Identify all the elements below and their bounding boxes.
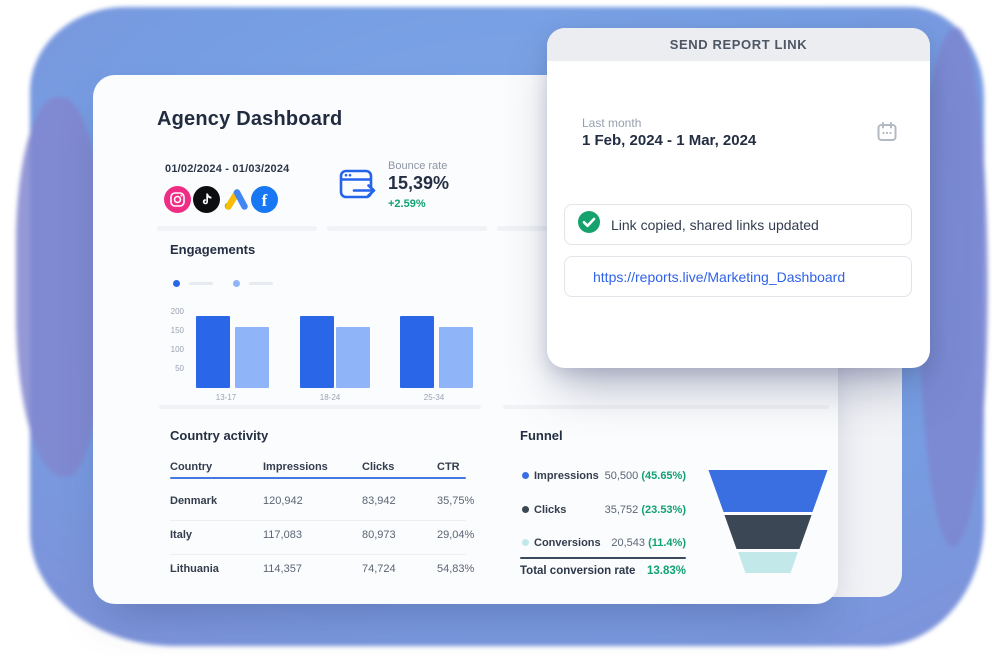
y-axis-tick: 150 — [170, 326, 184, 335]
x-axis-label: 25-34 — [423, 393, 445, 402]
cell-clicks: 83,942 — [362, 495, 396, 507]
impressions-dot — [522, 472, 529, 479]
funnel-segment-conversions — [738, 552, 798, 573]
bar-group2-series2 — [336, 327, 370, 388]
section-edge-strip — [503, 405, 829, 409]
legend-dot-series2 — [233, 280, 240, 287]
total-conversion-value: 13.83% — [646, 565, 686, 577]
conversions-label: Conversions — [534, 537, 601, 549]
tile-edge-strip — [327, 226, 487, 231]
funnel-chart — [703, 470, 833, 573]
platform-icons-row: f — [164, 186, 279, 213]
tiktok-icon[interactable] — [193, 186, 220, 213]
clicks-dot — [522, 506, 529, 513]
bounce-rate-value: 15,39% — [388, 173, 450, 193]
total-conversion-label: Total conversion rate — [520, 565, 636, 577]
table-header-underline — [170, 477, 466, 479]
bounce-rate-label: Bounce rate — [388, 160, 448, 172]
bar-group3-series2 — [439, 327, 473, 388]
engagements-legend — [173, 280, 273, 287]
clicks-label: Clicks — [534, 504, 567, 516]
funnel-title: Funnel — [520, 428, 563, 443]
period-label: Last month — [582, 116, 642, 130]
cell-clicks: 80,973 — [362, 529, 396, 541]
y-axis-tick: 50 — [175, 364, 184, 373]
table-row-separator — [170, 520, 466, 521]
success-check-icon — [577, 210, 601, 239]
share-url-field[interactable]: https://reports.live/Marketing_Dashboard — [564, 256, 912, 297]
total-separator-line — [520, 557, 686, 559]
conversions-value: 20,543 — [611, 537, 646, 549]
facebook-f-glyph: f — [261, 191, 268, 210]
modal-header: SEND REPORT LINK — [547, 28, 930, 61]
engagements-bar-chart — [190, 312, 484, 388]
google-ads-icon[interactable] — [222, 186, 249, 213]
x-axis-label: 18-24 — [319, 393, 341, 402]
legend-placeholder-line — [249, 282, 273, 285]
share-url-link[interactable]: https://reports.live/Marketing_Dashboard — [593, 268, 846, 285]
cell-ctr: 35,75% — [437, 495, 475, 507]
legend-placeholder-line — [189, 282, 213, 285]
table-row-separator — [170, 554, 466, 555]
section-edge-strip — [159, 405, 481, 409]
link-copied-alert: Link copied, shared links updated — [564, 204, 912, 245]
cell-country: Italy — [170, 529, 193, 541]
legend-dot-series1 — [173, 280, 180, 287]
x-axis-label: 13-17 — [215, 393, 237, 402]
date-range-label: 01/02/2024 - 01/03/2024 — [165, 163, 290, 175]
cell-country: Denmark — [170, 495, 218, 507]
clicks-value: 35,752 — [604, 504, 639, 516]
bar-group2-series1 — [300, 316, 334, 388]
impressions-value: 50,500 — [604, 470, 639, 482]
calendar-icon[interactable] — [873, 118, 901, 146]
funnel-segment-impressions — [708, 470, 828, 512]
send-report-link-modal: SEND REPORT LINK Last month 1 Feb, 2024 … — [547, 28, 930, 368]
page-title: Agency Dashboard — [157, 108, 343, 130]
clicks-percent: (23.53%) — [641, 504, 686, 516]
period-value: 1 Feb, 2024 - 1 Mar, 2024 — [582, 132, 757, 149]
bar-group3-series1 — [400, 316, 434, 388]
country-activity-title: Country activity — [170, 428, 269, 443]
conversions-percent: (11.4%) — [648, 537, 686, 549]
tile-edge-strip — [157, 226, 317, 231]
impressions-label: Impressions — [534, 470, 599, 482]
cell-impressions: 120,942 — [263, 495, 303, 507]
cell-impressions: 117,083 — [263, 529, 302, 541]
cell-country: Lithuania — [170, 563, 219, 575]
engagements-title: Engagements — [170, 242, 256, 257]
cell-impressions: 114,357 — [263, 563, 302, 575]
bar-group1-series2 — [235, 327, 269, 388]
impressions-percent: (45.65%) — [641, 470, 686, 482]
cell-ctr: 29,04% — [437, 529, 475, 541]
alert-message: Link copied, shared links updated — [611, 216, 819, 233]
col-header-clicks: Clicks — [362, 461, 395, 473]
cell-ctr: 54,83% — [437, 563, 475, 575]
conversions-dot — [522, 539, 529, 546]
y-axis-tick: 200 — [170, 307, 184, 316]
col-header-impressions: Impressions — [263, 461, 328, 473]
funnel-segment-clicks — [724, 515, 812, 549]
bounce-rate-delta: +2.59% — [388, 198, 426, 210]
bounce-rate-icon — [338, 167, 380, 210]
bar-group1-series1 — [196, 316, 230, 388]
y-axis-tick: 100 — [170, 345, 184, 354]
col-header-ctr: CTR — [437, 461, 460, 473]
instagram-icon[interactable] — [164, 186, 191, 213]
dashboard-card: Agency Dashboard 01/02/2024 - 01/03/2024 — [93, 75, 838, 604]
cell-clicks: 74,724 — [362, 563, 396, 575]
col-header-country: Country — [170, 461, 213, 473]
facebook-icon[interactable]: f — [251, 186, 278, 213]
